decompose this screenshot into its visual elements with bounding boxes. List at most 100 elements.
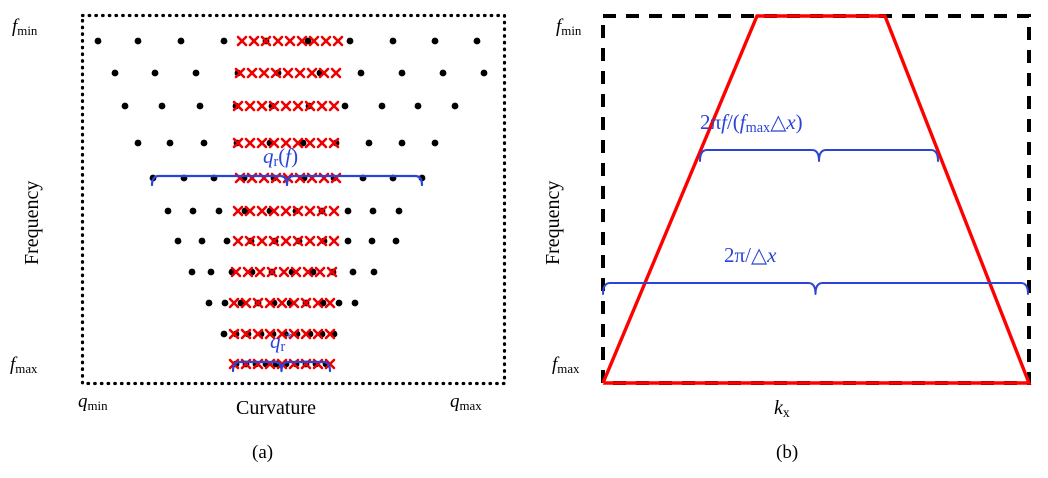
data-point-cross [242,266,254,278]
data-point-cross [228,328,240,340]
data-point-cross [280,137,292,149]
data-point-dot [451,102,459,110]
data-point-cross [276,328,288,340]
data-point-cross [252,328,264,340]
data-point-cross [316,137,328,149]
data-point-dot [177,37,185,45]
panel-a-brace-label-qr-f: qr(f) [263,144,299,171]
data-point-cross [306,67,318,79]
data-point-cross [296,35,308,47]
panel-b: fmin fmax Frequency kx 2πf/(fmax△x) 2π/△… [524,0,1048,478]
data-point-cross [328,205,340,217]
data-point-cross [284,35,296,47]
data-point-cross [240,297,252,309]
data-point-cross [268,137,280,149]
data-point-cross [240,328,252,340]
data-point-cross [244,205,256,217]
data-point-dot [223,237,231,245]
data-point-dot [369,207,377,215]
data-point-cross [234,67,246,79]
data-point-cross [332,35,344,47]
data-point-cross [236,35,248,47]
data-point-dot [158,102,166,110]
data-point-cross [260,35,272,47]
data-point-dot [335,299,343,307]
data-point-cross [268,235,280,247]
data-point-dot [111,69,119,77]
data-point-cross [282,67,294,79]
data-point-cross [300,297,312,309]
data-point-cross [292,235,304,247]
panel-b-brace-label-bandwidth: 2πf/(fmax△x) [700,110,803,137]
data-point-dot [398,69,406,77]
data-point-cross [300,328,312,340]
data-point-dot [392,237,400,245]
data-point-cross [256,100,268,112]
data-point-cross [276,358,288,370]
brace-brace1 [699,149,939,162]
data-point-cross [294,67,306,79]
data-point-cross [324,358,336,370]
data-point-cross [304,137,316,149]
data-point-dot [473,37,481,45]
data-point-cross [280,205,292,217]
panel-b-ytick-fmin: fmin [556,16,582,38]
data-point-cross [266,266,278,278]
data-point-cross [264,328,276,340]
data-point-dot [344,237,352,245]
data-point-dot [357,69,365,77]
data-point-cross [252,297,264,309]
data-point-cross [292,205,304,217]
data-point-cross [308,35,320,47]
data-point-cross [258,67,270,79]
data-point-dot [398,139,406,147]
data-point-cross [268,100,280,112]
data-point-cross [304,235,316,247]
data-point-dot [431,139,439,147]
panel-a-x-axis-label: Curvature [236,397,316,419]
data-point-dot [192,69,200,77]
data-point-dot [395,207,403,215]
trapezoid-outline [601,14,1032,385]
data-point-dot [346,37,354,45]
data-point-dot [188,268,196,276]
data-point-cross [256,137,268,149]
panel-b-frame [601,14,1031,385]
data-point-dot [174,237,182,245]
data-point-dot [351,299,359,307]
data-point-dot [439,69,447,77]
data-point-dot [215,207,223,215]
data-point-cross [324,297,336,309]
data-point-cross [292,100,304,112]
data-point-dot [198,237,206,245]
data-point-dot [151,69,159,77]
panel-a-dot-series [94,37,488,368]
data-point-cross [232,235,244,247]
panel-a-y-axis-label: Frequency [21,180,43,265]
data-point-cross [292,137,304,149]
data-point-cross [232,137,244,149]
data-point-dot [349,268,357,276]
data-point-cross [290,266,302,278]
data-point-cross [230,266,242,278]
panel-a-ytick-fmin: fmin [12,16,38,38]
data-point-cross [288,328,300,340]
data-point-cross [324,328,336,340]
panel-b-x-axis-label: kx [774,397,790,420]
data-point-cross [246,67,258,79]
data-point-cross [276,297,288,309]
data-point-dot [220,330,228,338]
data-point-cross [314,266,326,278]
data-point-cross [316,100,328,112]
panel-a-caption: (a) [252,442,274,463]
data-point-cross [326,266,338,278]
data-point-dot [189,207,197,215]
panel-a-ytick-fmax: fmax [10,354,38,376]
data-point-cross [288,297,300,309]
data-point-dot [196,102,204,110]
data-point-cross [232,205,244,217]
data-point-cross [304,100,316,112]
data-point-cross [312,297,324,309]
data-point-cross [316,205,328,217]
data-point-cross [278,266,290,278]
